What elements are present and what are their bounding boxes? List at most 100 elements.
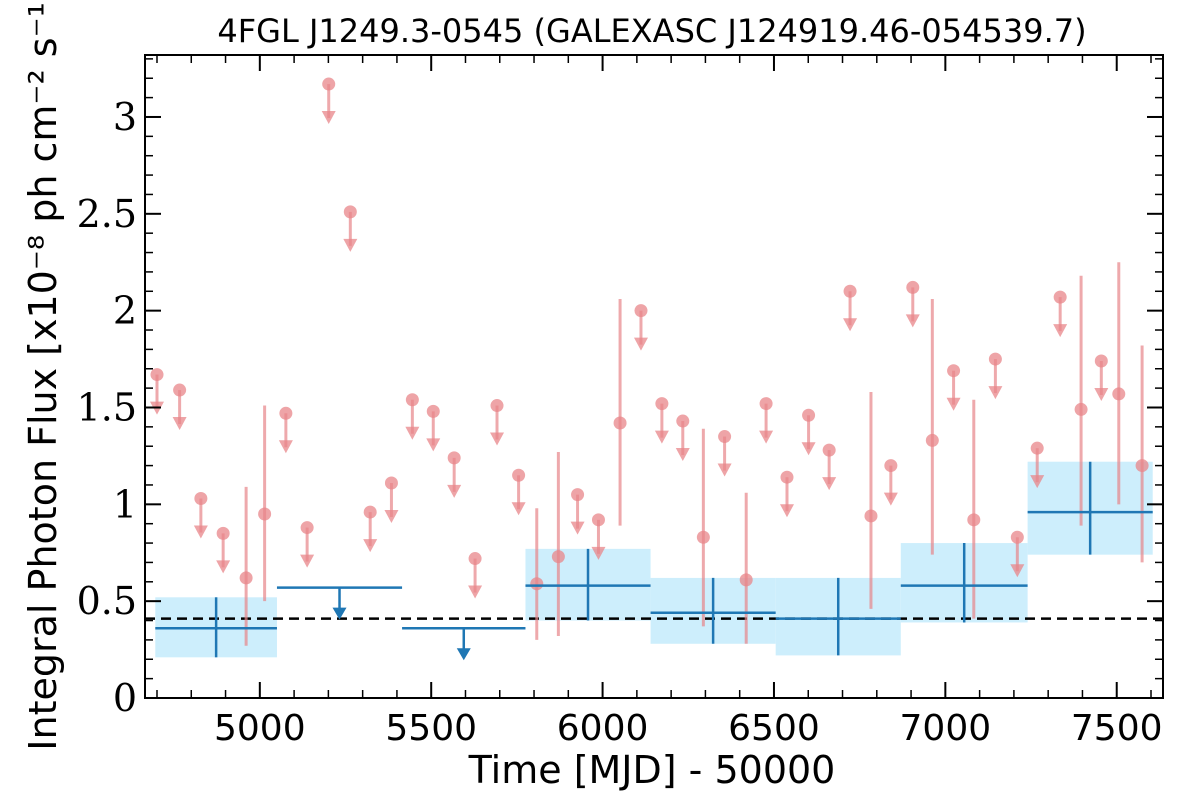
monthly-upper-limit-point [676, 414, 690, 428]
monthly-upper-limit-arrow [193, 525, 208, 539]
monthly-upper-limit-arrow [843, 318, 858, 332]
monthly-upper-limit-point [884, 459, 898, 473]
monthly-point [967, 513, 981, 527]
monthly-upper-limit-arrow [384, 510, 399, 524]
monthly-upper-limit-arrow [1010, 564, 1025, 578]
monthly-upper-limit-arrow [1094, 388, 1109, 402]
monthly-upper-limit-arrow [426, 438, 441, 452]
plot-frame [144, 54, 1164, 699]
monthly-upper-limit-arrow [570, 521, 585, 535]
monthly-upper-limit-arrow [363, 539, 378, 553]
monthly-upper-limit-point [634, 304, 648, 318]
monthly-upper-limit-point [1053, 290, 1067, 304]
monthly-upper-limit-point [906, 280, 920, 294]
monthly-upper-limit-point [194, 492, 208, 506]
monthly-upper-limit-arrow [278, 440, 293, 454]
monthly-upper-limit-arrow [675, 448, 690, 462]
monthly-upper-limit-point [150, 368, 164, 382]
plot-area: 0 0.5 1 1.5 2 2.5 3 5000 5500 6000 6500 7000 7500 [77, 54, 1164, 749]
monthly-upper-limit-arrow [300, 554, 315, 568]
monthly-upper-limit-arrow [216, 560, 231, 574]
y-tick-label: 0 [113, 676, 137, 720]
monthly-upper-limit-point [1094, 354, 1108, 368]
monthly-upper-limit-arrow [883, 492, 898, 506]
monthly-point [551, 550, 565, 564]
monthly-upper-limit-arrow [490, 432, 505, 446]
monthly-upper-limit-point [447, 451, 461, 465]
monthly-upper-limit-arrow [1030, 475, 1045, 489]
x-tick-label: 5500 [385, 708, 477, 749]
monthly-upper-limit-arrow [654, 430, 669, 444]
monthly-upper-limit-point [718, 430, 732, 444]
monthly-upper-limit-arrow [988, 386, 1003, 400]
chart-title: 4FGL J1249.3-0545 (GALEXASC J124919.46-0… [217, 12, 1086, 50]
monthly-point [696, 530, 710, 544]
monthly-upper-limit-point [843, 284, 857, 298]
monthly-upper-limit-arrow [343, 238, 358, 252]
monthly-upper-limit-arrow [779, 504, 794, 518]
monthly-upper-limit-arrow [1053, 324, 1068, 338]
monthly-upper-limit-point [216, 526, 230, 540]
monthly-upper-limit-point [322, 77, 336, 91]
monthly-upper-limit-point [802, 408, 816, 422]
x-axis-label: Time [MJD] - 50000 [468, 748, 836, 792]
x-tick-label: 6000 [557, 708, 649, 749]
y-tick-label: 2.5 [77, 192, 137, 236]
monthly-upper-limit-arrow [405, 426, 420, 440]
monthly-upper-limit-point [384, 476, 398, 490]
monthly-upper-limit-arrow [801, 442, 816, 456]
monthly-upper-limit-point [988, 352, 1002, 366]
monthly-point [1112, 387, 1126, 401]
monthly-upper-limit-point [591, 513, 605, 527]
monthly-point [925, 433, 939, 447]
monthly-upper-limit-arrow [447, 484, 462, 498]
monthly-upper-limit-point [571, 488, 585, 502]
monthly-upper-limit-arrow [591, 546, 606, 560]
monthly-upper-limit-point [655, 397, 669, 411]
monthly-upper-limit-arrow [468, 585, 483, 599]
monthly-upper-limit-point [947, 364, 961, 378]
monthly-point [239, 571, 253, 585]
monthly-upper-limit-point [1030, 441, 1044, 455]
monthly-upper-limit-arrow [633, 337, 648, 351]
monthly-upper-limit-point [759, 397, 773, 411]
monthly-upper-limit-arrow [717, 463, 732, 477]
monthly-upper-limit-point [300, 521, 314, 535]
monthly-point [864, 509, 878, 523]
y-tick-label: 1.5 [77, 385, 137, 429]
monthly-upper-limit-point [512, 468, 526, 482]
monthly-upper-limit-point [822, 443, 836, 457]
monthly-upper-limit-point [405, 393, 419, 407]
monthly-upper-limit-arrow [321, 111, 336, 125]
monthly-point [258, 507, 272, 521]
x-tick-label: 5000 [214, 708, 306, 749]
yearly-upper-limit-arrow [456, 648, 471, 661]
y-tick-label: 1 [113, 482, 137, 526]
monthly-upper-limit-arrow [822, 477, 837, 491]
monthly-point [1074, 402, 1088, 416]
y-axis-label: Integral Photon Flux [x10⁻⁸ ph cm⁻² s⁻¹] [21, 0, 65, 751]
x-tick-label: 7500 [1071, 708, 1163, 749]
monthly-upper-limit-point [780, 470, 794, 484]
monthly-upper-limit-point [426, 404, 440, 418]
x-tick-label: 7000 [900, 708, 992, 749]
monthly-upper-limit-arrow [172, 417, 187, 431]
monthly-upper-limit-point [279, 406, 293, 420]
monthly-upper-limit-arrow [946, 397, 961, 411]
monthly-point [1135, 459, 1149, 473]
monthly-point [739, 573, 753, 587]
monthly-upper-limit-point [363, 505, 377, 519]
y-tick-label: 2 [113, 289, 137, 333]
monthly-upper-limit-point [173, 383, 187, 397]
monthly-upper-limit-arrow [511, 502, 526, 516]
monthly-upper-limit-point [490, 399, 504, 413]
monthly-point [613, 416, 627, 430]
monthly-upper-limit-point [468, 552, 482, 566]
yearly-upper-limit-arrow [332, 607, 347, 620]
x-tick-label: 6500 [728, 708, 820, 749]
y-tick-label: 3 [113, 95, 137, 139]
monthly-upper-limit-arrow [759, 430, 774, 444]
monthly-upper-limit-arrow [905, 314, 920, 328]
monthly-upper-limit-point [1010, 530, 1024, 544]
